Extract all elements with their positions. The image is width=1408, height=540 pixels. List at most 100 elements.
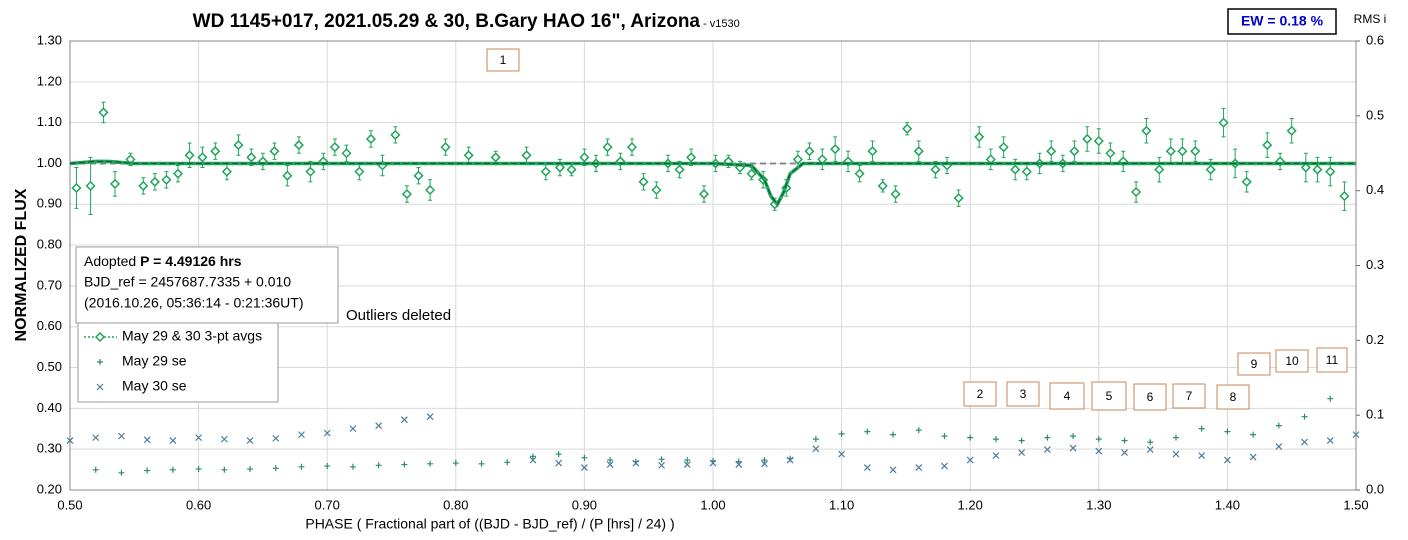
data-point [329,142,340,153]
data-point [1121,437,1128,444]
data-point [1095,447,1103,455]
data-point [540,166,551,177]
data-point [1010,164,1021,175]
data-point [195,434,203,442]
x-tick-label: 0.70 [315,497,340,512]
data-point [354,166,365,177]
data-point [365,133,376,145]
y-tick-label: 0.30 [37,441,62,456]
data-point [272,465,279,472]
data-point [272,434,280,442]
x-tick-label: 1.30 [1086,497,1111,512]
data-point [735,458,742,465]
data-point [953,193,964,204]
ew-box [1227,8,1337,35]
data-point [709,459,717,467]
data-point [172,168,184,179]
y-tick-label: 0.50 [37,359,62,374]
info-period: P = 4.49126 hrs [140,253,242,269]
data-point [607,457,614,464]
data-point [1205,164,1216,175]
data-point [504,459,511,466]
x-tick-label: 0.60 [186,497,211,512]
data-point [293,140,304,151]
data-point [144,467,151,474]
data-point [555,459,563,467]
data-point [889,466,897,474]
data-point [698,189,710,200]
note: Outliers deleted [346,307,451,324]
data-point [1070,433,1077,440]
data-point [149,176,160,187]
data-point [1327,395,1334,402]
data-point [426,413,434,421]
data-point [401,461,408,468]
data-point [1105,148,1116,159]
data-point [529,456,537,464]
annotation: 10 [1285,354,1299,368]
annotation-box [1316,347,1348,373]
data-point [761,457,768,464]
y-tick-label: 0.80 [37,237,62,252]
data-point [161,174,172,185]
info-adopted: Adopted [84,253,136,269]
data-point [246,437,254,445]
y2-tick-label: 0.6 [1366,32,1384,47]
annotation-box [1091,381,1127,411]
data-point [566,164,577,175]
data-point [658,461,665,469]
data-point [305,166,316,177]
data-point [298,463,305,470]
data-point [197,152,208,163]
data-point [478,460,485,467]
data-point [638,176,649,187]
data-point [220,435,228,443]
x-tick-label: 1.10 [829,497,854,512]
data-point [1146,446,1154,454]
data-point [606,461,614,468]
data-point [867,146,878,157]
data-point [109,178,121,189]
data-point [427,460,434,467]
annotation: 9 [1251,357,1258,371]
data-point [221,466,228,473]
data-point [169,466,176,473]
data-point [786,456,794,464]
data-point [1172,434,1179,441]
data-point [1069,444,1077,452]
data-point [1301,438,1308,446]
data-point [143,436,151,444]
data-point [1154,164,1165,175]
data-point [1352,431,1360,439]
data-point [521,150,532,161]
data-point [890,431,897,438]
data-point [830,144,841,155]
data-point [210,146,221,157]
data-point [1339,191,1350,202]
data-point [580,464,588,471]
data-point [92,434,100,442]
data-point [1046,146,1057,157]
data-point [1275,422,1282,429]
data-point [1250,431,1257,438]
data-point [890,189,901,200]
data-point [1177,146,1188,157]
data-point [854,168,865,179]
data-point [118,469,125,476]
annotation-box [1006,381,1040,407]
annotation-box [1237,352,1271,376]
annotation-box [1275,349,1309,373]
y2-tick-label: 0.0 [1366,481,1384,496]
x-tick-label: 1.20 [958,497,983,512]
x-tick-label: 1.40 [1215,497,1240,512]
data-point [1326,437,1334,445]
y-tick-label: 0.90 [37,196,62,211]
data-point [269,146,280,157]
data-point [390,129,401,140]
data-point [626,142,638,153]
y-tick-label: 0.40 [37,400,62,415]
data-point [915,427,922,434]
data-point [651,184,662,196]
data-point [1044,434,1051,441]
data-point [1300,162,1311,173]
